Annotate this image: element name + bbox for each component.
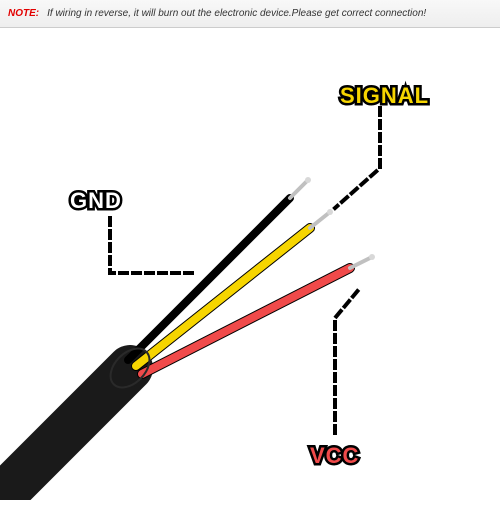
vcc-label: VCC VCC: [310, 443, 359, 469]
signal-label: SIGNAL SIGNAL: [340, 83, 429, 109]
wiring-diagram: GND GND SIGNAL SIGNAL VCC VCC: [0, 28, 500, 500]
note-text: If wiring in reverse, it will burn out t…: [47, 8, 426, 19]
gnd-label: GND GND: [70, 188, 122, 214]
note-bar: NOTE: If wiring in reverse, it will burn…: [0, 0, 500, 28]
note-label: NOTE:: [8, 8, 39, 19]
